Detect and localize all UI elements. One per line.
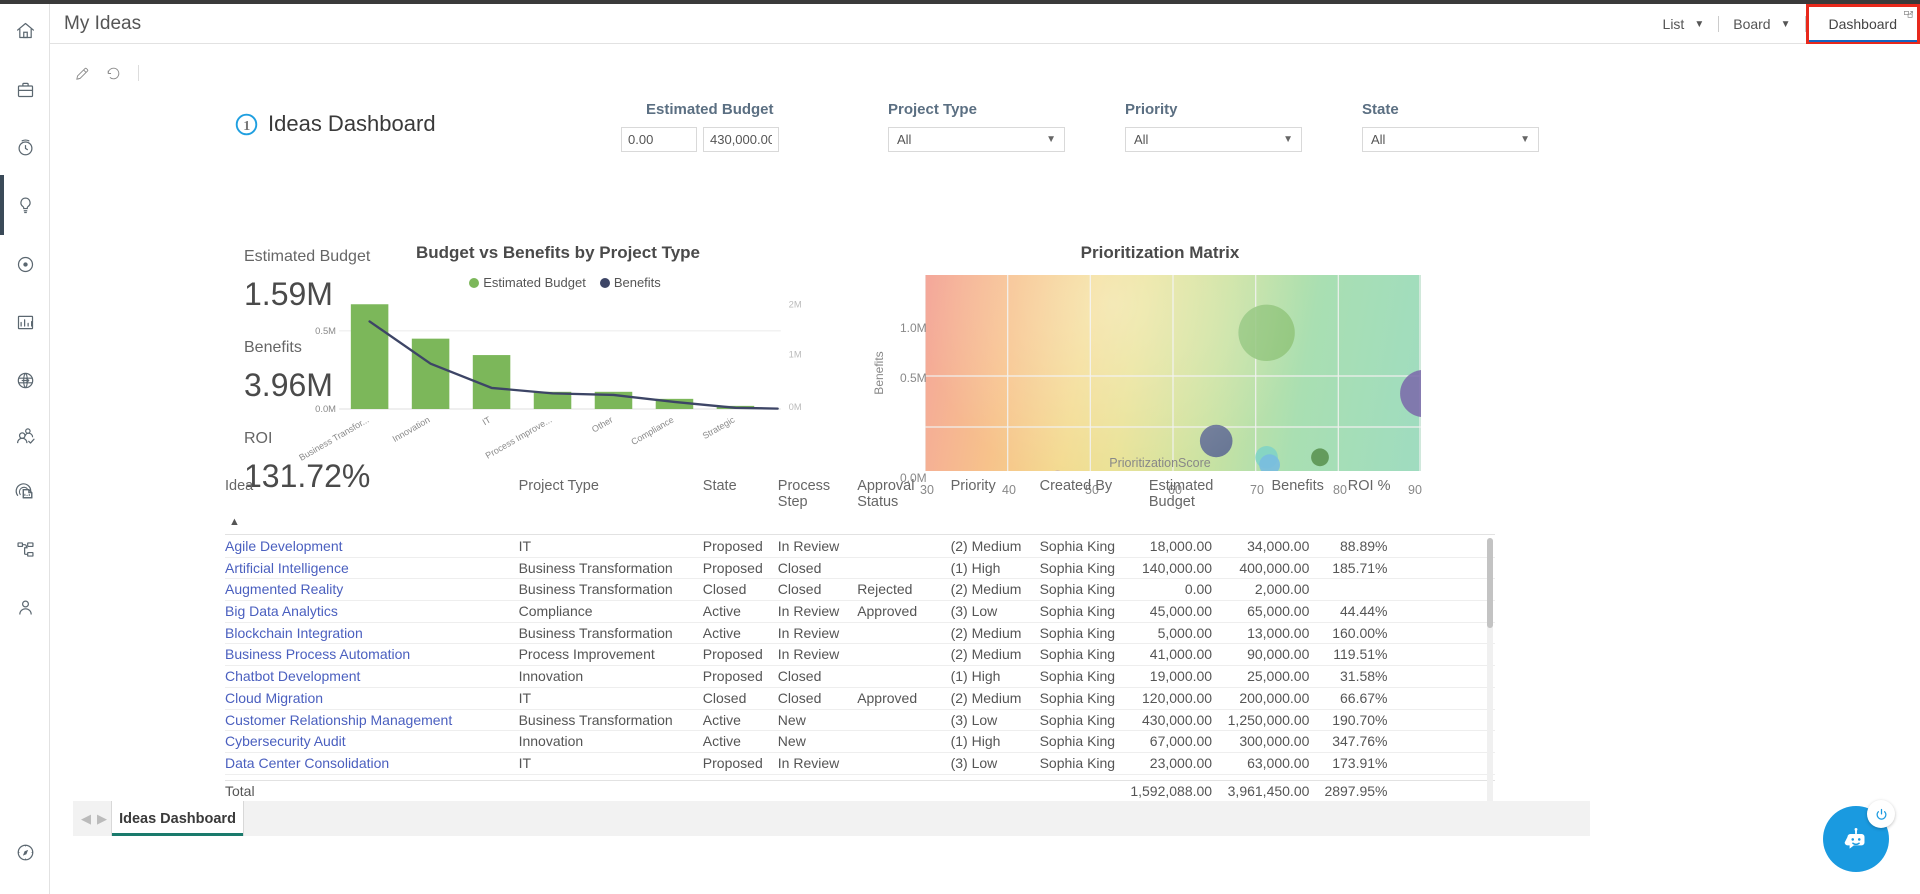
svg-text:0.0M: 0.0M	[315, 404, 336, 414]
svg-text:1M: 1M	[789, 349, 802, 359]
svg-text:Other: Other	[590, 415, 614, 435]
svg-text:1: 1	[243, 118, 250, 134]
svg-text:Process Improve...: Process Improve...	[484, 415, 554, 461]
svg-text:0.5M: 0.5M	[315, 326, 336, 336]
svg-text:Innovation: Innovation	[391, 415, 432, 444]
svg-text:Compliance: Compliance	[629, 415, 675, 447]
svg-text:Business Transfor...: Business Transfor...	[297, 415, 370, 463]
svg-text:2M: 2M	[789, 299, 802, 309]
svg-text:IT: IT	[481, 414, 493, 427]
svg-text:0M: 0M	[789, 402, 802, 412]
svg-text:Strategic: Strategic	[701, 414, 737, 441]
